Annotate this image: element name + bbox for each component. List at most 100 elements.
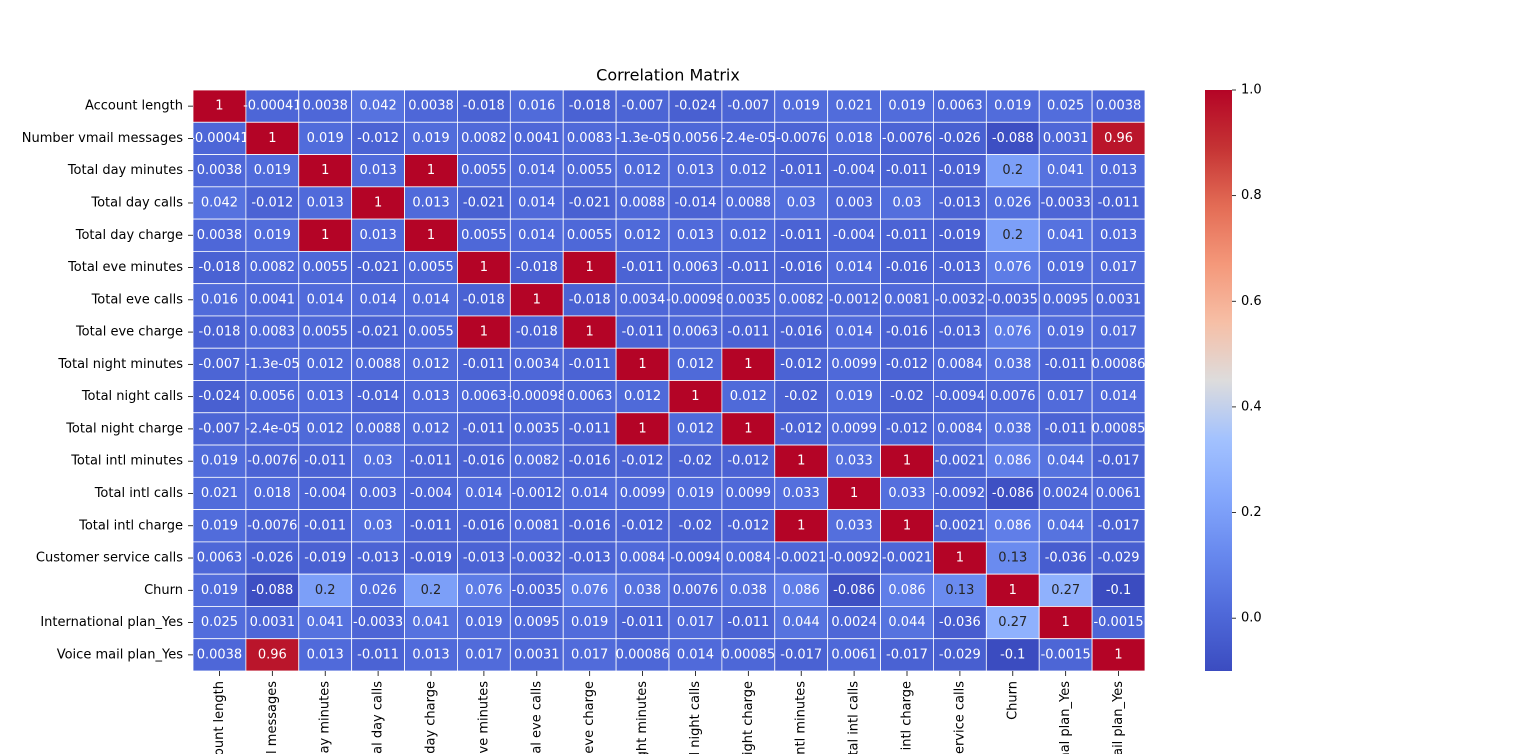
cell-label: 0.038 bbox=[624, 583, 661, 598]
cell-label: 0.0099 bbox=[831, 357, 877, 372]
heatmap-cell bbox=[509, 250, 564, 285]
cell-label: 0.019 bbox=[836, 389, 873, 404]
cell-label: -0.02 bbox=[679, 518, 713, 533]
cell-label: -0.011 bbox=[357, 647, 399, 662]
cell-label: -0.021 bbox=[357, 260, 399, 275]
colorbar-tick-label: 0.8 bbox=[1241, 188, 1262, 203]
cell-label: -0.004 bbox=[304, 486, 346, 501]
cell-label: 0.019 bbox=[994, 99, 1031, 114]
cell-label: 1 bbox=[533, 292, 541, 307]
cell-label: 0.13 bbox=[945, 583, 974, 598]
cell-label: -0.0076 bbox=[882, 131, 932, 146]
cell-label: 1 bbox=[480, 325, 488, 340]
y-tick-label: Total intl charge bbox=[78, 518, 183, 533]
cell-label: 0.012 bbox=[624, 389, 661, 404]
cell-label: 0.0038 bbox=[197, 228, 243, 243]
heatmap-cell bbox=[457, 380, 511, 414]
cell-label: 0.013 bbox=[360, 228, 397, 243]
cell-label: 0.033 bbox=[836, 518, 873, 533]
heatmap-cell bbox=[457, 476, 511, 511]
cell-label: 0.014 bbox=[412, 292, 449, 307]
heatmap-cell bbox=[933, 380, 987, 414]
cell-label: -0.0094 bbox=[935, 389, 985, 404]
cell-label: 0.017 bbox=[677, 615, 714, 630]
heatmap-cell bbox=[774, 89, 829, 123]
cell-label: 0.041 bbox=[412, 615, 449, 630]
heatmap-cell bbox=[404, 283, 458, 317]
cell-label: 0.0063 bbox=[461, 389, 507, 404]
cell-label: -0.0032 bbox=[512, 551, 562, 566]
heatmap-cell bbox=[457, 250, 511, 285]
heatmap-cell bbox=[1091, 218, 1146, 252]
heatmap-cell bbox=[933, 283, 987, 317]
cell-label: -0.017 bbox=[886, 647, 928, 662]
heatmap-cell bbox=[192, 412, 247, 446]
cell-label: 1 bbox=[850, 486, 858, 501]
cell-label: -0.011 bbox=[780, 228, 822, 243]
cell-label: 0.0056 bbox=[250, 389, 296, 404]
heatmap-cell bbox=[351, 541, 405, 575]
cell-label: -0.011 bbox=[304, 518, 346, 533]
heatmap-cell bbox=[721, 606, 776, 640]
cell-label: -0.011 bbox=[463, 357, 505, 372]
y-tick-label: Total eve calls bbox=[91, 292, 184, 307]
cell-label: -0.021 bbox=[463, 195, 505, 210]
cell-label: 0.017 bbox=[1100, 325, 1137, 340]
cell-label: -0.012 bbox=[780, 421, 822, 436]
cell-label: 0.086 bbox=[994, 454, 1031, 469]
heatmap-cell bbox=[404, 509, 458, 543]
cell-label: 0.025 bbox=[201, 615, 238, 630]
cell-label: 0.0035 bbox=[726, 292, 772, 307]
cell-label: -0.021 bbox=[357, 325, 399, 340]
x-tick-label: Total day calls bbox=[371, 681, 386, 754]
heatmap-cell bbox=[192, 606, 247, 640]
cell-label: 1 bbox=[480, 260, 488, 275]
cell-label: -0.026 bbox=[251, 551, 293, 566]
heatmap-cell bbox=[933, 218, 987, 252]
heatmap-cell bbox=[827, 283, 881, 317]
cell-label: -0.088 bbox=[992, 131, 1034, 146]
cell-label: -0.019 bbox=[939, 163, 981, 178]
heatmap-cell bbox=[668, 121, 723, 155]
heatmap-cell bbox=[880, 541, 934, 575]
cell-label: 0.016 bbox=[518, 99, 555, 114]
cell-label: 0.0084 bbox=[620, 551, 666, 566]
cell-label: -0.018 bbox=[516, 260, 558, 275]
cell-label: 1 bbox=[321, 228, 329, 243]
cell-label: 0.0063 bbox=[567, 389, 613, 404]
heatmap-cell bbox=[615, 412, 670, 446]
heatmap-cell bbox=[880, 186, 934, 220]
cell-label: 0.014 bbox=[518, 195, 555, 210]
cell-label: -0.0076 bbox=[247, 454, 297, 469]
cell-label: 0.0063 bbox=[673, 260, 719, 275]
cell-label: 0.27 bbox=[998, 615, 1027, 630]
heatmap-cell bbox=[457, 638, 511, 672]
x-tick-label: Total night charge bbox=[741, 681, 756, 754]
cell-label: -0.029 bbox=[1098, 551, 1140, 566]
cell-label: -0.1 bbox=[1000, 647, 1025, 662]
heatmap-cell bbox=[509, 154, 564, 188]
cell-label: 0.041 bbox=[307, 615, 344, 630]
cell-label: 0.0084 bbox=[937, 421, 983, 436]
cell-label: 0.0063 bbox=[197, 551, 243, 566]
cell-label: -0.016 bbox=[569, 518, 611, 533]
cell-label: 0.012 bbox=[677, 421, 714, 436]
cell-label: 0.021 bbox=[201, 486, 238, 501]
cell-label: -0.011 bbox=[304, 454, 346, 469]
cell-label: 1 bbox=[321, 163, 329, 178]
cell-label: 0.019 bbox=[1047, 325, 1084, 340]
cell-label: 0.0031 bbox=[250, 615, 296, 630]
heatmap-cell bbox=[827, 509, 881, 543]
cell-label: 0.012 bbox=[730, 389, 767, 404]
heatmap-cell bbox=[192, 444, 247, 478]
cell-label: 0.012 bbox=[307, 421, 344, 436]
heatmap-cell bbox=[1038, 89, 1093, 123]
heatmap-cell bbox=[774, 186, 829, 220]
cell-label: -0.029 bbox=[939, 647, 981, 662]
cell-label: 0.0034 bbox=[514, 357, 560, 372]
cell-label: 0.012 bbox=[677, 357, 714, 372]
heatmap-cell bbox=[562, 444, 617, 478]
cell-label: -0.0015 bbox=[1093, 615, 1143, 630]
y-tick-label: Account length bbox=[85, 99, 183, 114]
